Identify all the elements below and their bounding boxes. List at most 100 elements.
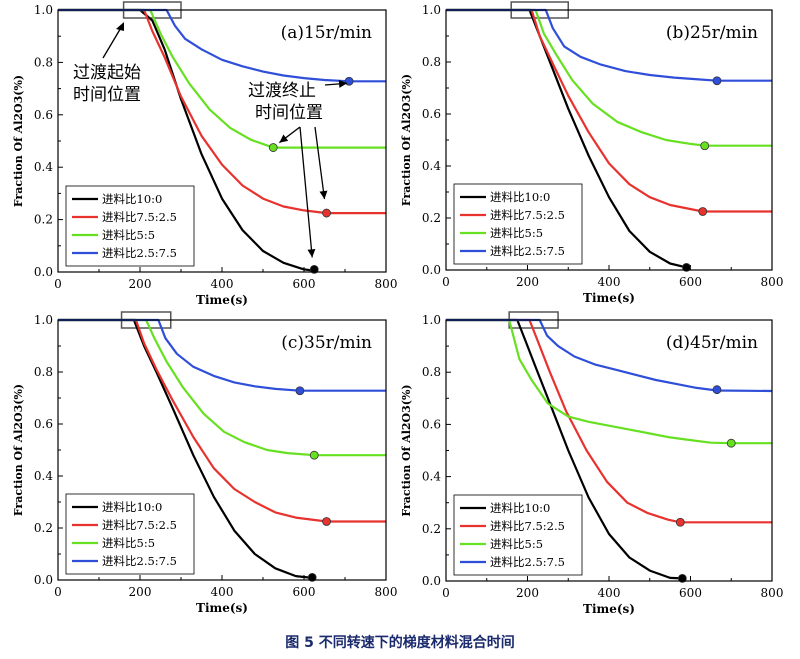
x-tick-label: 600 <box>293 585 316 599</box>
legend-entry: 进料比2.5:7.5 <box>102 246 177 260</box>
x-tick-label: 400 <box>598 586 621 600</box>
series-line-3 <box>446 318 772 445</box>
y-tick-label: 0.2 <box>422 522 441 536</box>
annotation-start-arrowhead <box>116 22 124 31</box>
y-tick-label: 0.2 <box>34 521 53 535</box>
y-tick-label: 0.6 <box>34 417 53 431</box>
y-tick-label: 0.8 <box>34 365 53 379</box>
legend-entry: 进料比2.5:7.5 <box>102 554 177 568</box>
legend-entry: 进料比2.5:7.5 <box>490 555 565 569</box>
x-tick-label: 600 <box>679 586 702 600</box>
chart-title: (c)35r/min <box>281 333 372 353</box>
transition-end-marker <box>344 76 354 86</box>
x-tick-label: 600 <box>293 277 316 291</box>
series-line-2 <box>446 318 772 524</box>
x-tick-label: 800 <box>375 277 398 291</box>
annotation-start-line1: 过渡起始 <box>73 63 141 83</box>
plot-frame <box>445 9 773 271</box>
legend-entry: 进料比7.5:2.5 <box>102 210 177 224</box>
legend-entry: 进料比10:0 <box>490 190 550 204</box>
x-tick-label: 0 <box>54 585 62 599</box>
chart-title: (a)15r/min <box>281 23 372 43</box>
x-tick-label: 400 <box>211 277 234 291</box>
annotation-end-line2: 时间位置 <box>255 103 323 123</box>
y-axis-label: Fraction Of Al2O3(%) <box>400 384 413 516</box>
series-line-4 <box>58 318 386 392</box>
plot-frame <box>445 319 773 582</box>
transition-end-marker <box>322 208 331 218</box>
legend-entry: 进料比7.5:2.5 <box>102 518 177 532</box>
y-axis-label: Fraction Of Al2O3(%) <box>12 384 25 516</box>
x-axis-label: Time(s) <box>583 291 635 305</box>
series-line-3 <box>58 318 386 457</box>
x-tick-label: 200 <box>129 585 152 599</box>
y-axis-label: Fraction Of Al2O3(%) <box>12 75 25 207</box>
y-tick-label: 0.6 <box>34 108 53 122</box>
annotation-start-arrow <box>102 25 123 59</box>
y-tick-label: 0.4 <box>34 160 53 174</box>
annotation-end-arrowhead <box>307 249 316 258</box>
x-tick-label: 400 <box>598 275 621 289</box>
x-tick-label: 600 <box>679 275 702 289</box>
y-tick-label: 0.8 <box>422 365 441 379</box>
y-tick-label: 0.0 <box>34 573 53 587</box>
legend-entry: 进料比2.5:7.5 <box>490 244 565 258</box>
transition-end-marker <box>268 143 278 152</box>
transition-end-marker <box>712 76 722 86</box>
x-tick-label: 800 <box>375 585 398 599</box>
x-tick-label: 800 <box>761 275 784 289</box>
legend-entry: 进料比10:0 <box>102 192 162 206</box>
y-tick-label: 1.0 <box>34 3 53 17</box>
chart-title: (d)45r/min <box>666 333 758 353</box>
transition-end-marker <box>677 573 687 583</box>
transition-end-marker <box>726 438 736 448</box>
legend-entry: 进料比5:5 <box>490 226 543 240</box>
y-tick-label: 0.4 <box>34 469 53 483</box>
series-line-3 <box>58 8 386 149</box>
chart-panel-4: 0 200 400 600 800 0.0 0.2 0.4 0.6 0.8 1.0 Time(s) Fr… <box>400 311 783 616</box>
y-tick-label: 1.0 <box>422 313 441 327</box>
series-line-4 <box>446 318 773 393</box>
x-tick-label: 0 <box>442 586 450 600</box>
legend-entry: 进料比10:0 <box>102 500 162 514</box>
y-tick-label: 0.4 <box>422 159 441 173</box>
transition-end-marker <box>675 517 685 527</box>
series-line-2 <box>58 318 386 523</box>
x-tick-label: 400 <box>211 585 234 599</box>
chart-panel-3: 0 200 400 600 800 0.0 0.2 0.4 0.6 0.8 1.0 Time(s) Fr… <box>12 311 398 615</box>
y-tick-label: 1.0 <box>34 313 53 327</box>
annotation-end-arrow <box>299 126 313 258</box>
y-tick-label: 0.0 <box>422 574 441 588</box>
y-tick-label: 0.6 <box>422 417 441 431</box>
annotation-end-line1: 过渡终止 <box>248 81 316 101</box>
annotation-end-arrowhead <box>279 134 289 143</box>
annotation-end-arrowhead <box>338 79 348 88</box>
legend-entry: 进料比7.5:2.5 <box>490 208 565 222</box>
legend-entry: 进料比10:0 <box>490 501 550 515</box>
x-tick-label: 0 <box>442 275 450 289</box>
y-tick-label: 0.2 <box>422 211 441 225</box>
x-axis-label: Time(s) <box>583 602 635 616</box>
y-tick-label: 0.6 <box>422 107 441 121</box>
legend-entry: 进料比5:5 <box>102 228 155 242</box>
transition-end-marker <box>700 141 710 151</box>
chart-panel-1: 0 200 400 600 800 0.0 0.2 0.4 0.6 0.8 1.0 Time(s) Fr… <box>12 1 398 307</box>
legend-entry: 进料比5:5 <box>490 537 543 551</box>
series-line-2 <box>58 8 386 215</box>
x-axis-label: Time(s) <box>196 601 248 615</box>
y-tick-label: 0.8 <box>422 55 441 69</box>
transition-end-marker <box>309 450 319 460</box>
series-line-4 <box>446 8 772 82</box>
x-tick-label: 200 <box>129 277 152 291</box>
x-tick-label: 0 <box>54 277 62 291</box>
y-tick-label: 1.0 <box>422 3 441 17</box>
y-tick-label: 0.0 <box>34 265 53 279</box>
series-line-4 <box>58 8 386 83</box>
y-axis-label: Fraction Of Al2O3(%) <box>400 74 413 206</box>
x-tick-label: 200 <box>516 275 539 289</box>
plot-frame <box>57 9 387 273</box>
annotation-end-arrowhead <box>319 190 328 200</box>
series-line-2 <box>446 8 772 213</box>
